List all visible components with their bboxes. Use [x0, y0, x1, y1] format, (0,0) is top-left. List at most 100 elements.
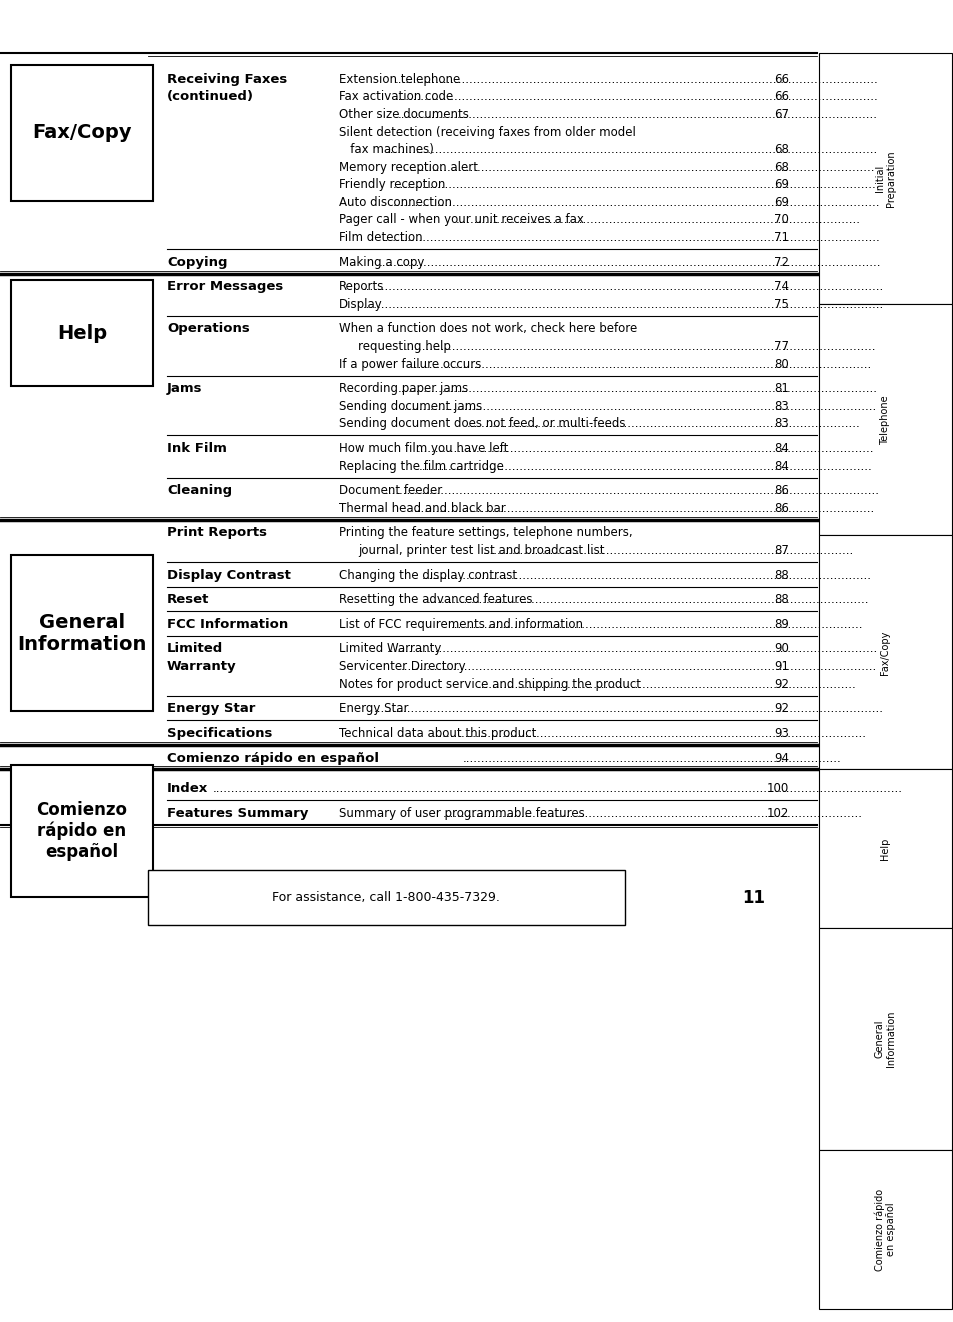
Text: 88: 88 — [774, 568, 788, 582]
Text: ................................................................................: ........................................… — [363, 280, 883, 293]
Text: 86: 86 — [773, 484, 788, 497]
Text: 91: 91 — [773, 660, 788, 673]
Text: Making a copy: Making a copy — [338, 255, 423, 268]
Text: ................................................................................: ........................................… — [476, 678, 855, 690]
Text: 70: 70 — [773, 213, 788, 226]
Text: Index: Index — [167, 783, 208, 796]
Text: ................................................................................: ........................................… — [421, 568, 871, 582]
Text: 77: 77 — [773, 340, 788, 353]
Text: Summary of user programmable features: Summary of user programmable features — [338, 806, 584, 820]
Text: Fax/Copy: Fax/Copy — [880, 631, 889, 674]
Text: 90: 90 — [773, 642, 788, 656]
Text: Specifications: Specifications — [167, 727, 272, 740]
Text: ................................................................................: ........................................… — [426, 594, 868, 607]
Text: ................................................................................: ........................................… — [482, 545, 854, 557]
Text: When a function does not work, check here before: When a function does not work, check her… — [338, 323, 637, 336]
Text: Energy Star: Energy Star — [338, 702, 408, 715]
Text: Reports: Reports — [338, 280, 384, 293]
Bar — [11, 65, 152, 201]
Text: Memory reception alert: Memory reception alert — [338, 161, 477, 173]
Text: Silent detection (receiving faxes from older model: Silent detection (receiving faxes from o… — [338, 126, 635, 139]
Text: 66: 66 — [773, 90, 788, 103]
Text: ................................................................................: ........................................… — [395, 73, 878, 86]
Text: List of FCC requirements and information: List of FCC requirements and information — [338, 617, 582, 631]
Text: 94: 94 — [773, 751, 788, 764]
Text: 93: 93 — [773, 727, 788, 740]
Text: 92: 92 — [773, 702, 788, 715]
Text: requesting help: requesting help — [357, 340, 450, 353]
Text: 11: 11 — [741, 888, 764, 907]
Text: ................................................................................: ........................................… — [416, 442, 873, 455]
Text: Resetting the advanced features: Resetting the advanced features — [338, 594, 532, 607]
Bar — [818, 928, 951, 1150]
Text: Thermal head and black bar: Thermal head and black bar — [338, 502, 505, 514]
Text: Film detection: Film detection — [338, 231, 422, 245]
Text: 71: 71 — [773, 231, 788, 245]
Text: Telephone: Telephone — [880, 395, 889, 444]
Text: 66: 66 — [773, 73, 788, 86]
Text: 87: 87 — [773, 545, 788, 557]
Text: ................................................................................: ........................................… — [213, 783, 902, 796]
Bar — [818, 769, 951, 928]
Text: 100: 100 — [766, 783, 788, 796]
Text: Limited: Limited — [167, 642, 223, 656]
Text: 74: 74 — [773, 280, 788, 293]
Text: Help: Help — [57, 324, 107, 342]
Text: Receiving Faxes: Receiving Faxes — [167, 73, 287, 86]
Text: ................................................................................: ........................................… — [374, 702, 882, 715]
Text: Limited Warranty: Limited Warranty — [338, 642, 440, 656]
Text: For assistance, call 1-800-435-7329.: For assistance, call 1-800-435-7329. — [273, 891, 499, 904]
Text: ................................................................................: ........................................… — [387, 642, 878, 656]
Text: ................................................................................: ........................................… — [392, 196, 879, 209]
Text: 84: 84 — [773, 442, 788, 455]
Text: ................................................................................: ........................................… — [384, 484, 879, 497]
Text: Sending document does not feed, or multi-feeds: Sending document does not feed, or multi… — [338, 418, 624, 431]
Bar — [818, 535, 951, 769]
Text: Warranty: Warranty — [167, 660, 236, 673]
Bar — [11, 764, 152, 896]
Text: 68: 68 — [773, 143, 788, 156]
Bar — [818, 1150, 951, 1309]
Text: 67: 67 — [773, 108, 788, 122]
Text: Display: Display — [338, 297, 382, 311]
Text: Servicenter Directory: Servicenter Directory — [338, 660, 465, 673]
Text: Printing the feature settings, telephone numbers,: Printing the feature settings, telephone… — [338, 526, 632, 539]
Text: 92: 92 — [773, 678, 788, 690]
Text: ................................................................................: ........................................… — [418, 460, 872, 473]
Text: Ink Film: Ink Film — [167, 442, 227, 455]
Text: 72: 72 — [773, 255, 788, 268]
Bar — [818, 53, 951, 304]
Text: If a power failure occurs: If a power failure occurs — [338, 358, 480, 370]
Text: 89: 89 — [773, 617, 788, 631]
Text: Other size documents: Other size documents — [338, 108, 468, 122]
Text: 84: 84 — [773, 460, 788, 473]
Text: ................................................................................: ........................................… — [400, 399, 876, 412]
Text: journal, printer test list and broadcast list: journal, printer test list and broadcast… — [357, 545, 603, 557]
Bar — [11, 280, 152, 386]
Text: ................................................................................: ........................................… — [395, 90, 878, 103]
Text: ................................................................................: ........................................… — [462, 751, 841, 764]
Text: ................................................................................: ........................................… — [466, 418, 860, 431]
Text: Comienzo rápido en español: Comienzo rápido en español — [167, 751, 378, 764]
Text: Energy Star: Energy Star — [167, 702, 255, 715]
Text: 80: 80 — [774, 358, 788, 370]
Bar — [11, 555, 152, 711]
Text: 81: 81 — [773, 382, 788, 395]
Text: Sending document jams: Sending document jams — [338, 399, 481, 412]
Text: Features Summary: Features Summary — [167, 806, 308, 820]
Text: Replacing the film cartridge: Replacing the film cartridge — [338, 460, 503, 473]
Text: General
Information: General Information — [17, 613, 147, 654]
Text: Notes for product service and shipping the product: Notes for product service and shipping t… — [338, 678, 640, 690]
Text: ................................................................................: ........................................… — [400, 660, 876, 673]
Text: Extension telephone: Extension telephone — [338, 73, 459, 86]
Text: Auto disconnection: Auto disconnection — [338, 196, 451, 209]
Text: ................................................................................: ........................................… — [414, 502, 874, 514]
Text: 68: 68 — [773, 161, 788, 173]
Text: ................................................................................: ........................................… — [442, 806, 862, 820]
Text: 102: 102 — [766, 806, 788, 820]
Text: Fax/Copy: Fax/Copy — [32, 123, 132, 143]
Text: Operations: Operations — [167, 323, 250, 336]
Text: How much film you have left: How much film you have left — [338, 442, 508, 455]
Text: (continued): (continued) — [167, 90, 253, 103]
Text: Help: Help — [880, 838, 889, 859]
